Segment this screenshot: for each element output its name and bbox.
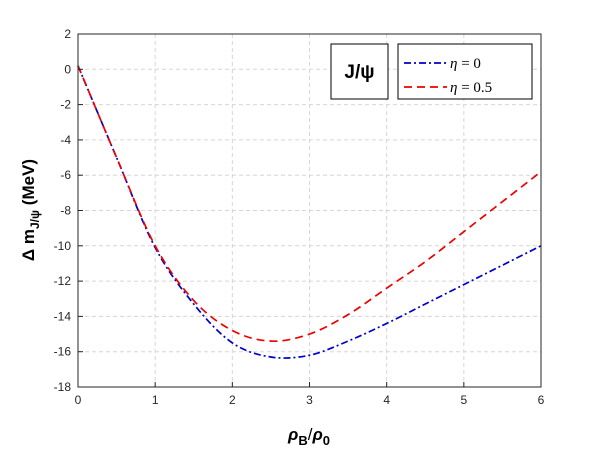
y-tick-label: -4 (60, 133, 71, 147)
x-tick-label: 1 (152, 393, 159, 407)
y-axis-label: Δ mJ/ψ (MeV) (19, 159, 42, 261)
x-tick-label: 0 (75, 393, 82, 407)
y-tick-label: 2 (64, 27, 71, 41)
annotation-box: J/ψ (330, 43, 389, 100)
y-tick-label: -12 (54, 274, 72, 288)
annotation-frame (330, 43, 389, 100)
y-tick-label: -16 (54, 345, 72, 359)
legend-symbol-eta-0: η (450, 56, 457, 72)
grid (78, 34, 541, 387)
legend-label-eta-05: η = 0.5 (450, 80, 492, 96)
y-tick-label: -10 (54, 239, 72, 253)
legend: η = 0 η = 0.5 (397, 43, 533, 100)
legend-label-eta-0: η = 0 (450, 56, 481, 72)
y-tick-label: -18 (54, 380, 72, 394)
x-tick-label: 4 (383, 393, 390, 407)
series-line-0 (77, 65, 542, 359)
x-tick-label: 5 (460, 393, 467, 407)
x-tick-label: 2 (229, 393, 236, 407)
series-layer (77, 65, 542, 359)
legend-rest-eta-0: = 0 (457, 56, 480, 72)
y-tick-label: -8 (60, 204, 71, 218)
y-tick-label: -2 (60, 98, 71, 112)
y-tick-label: 0 (64, 62, 71, 76)
x-tick-label: 6 (538, 393, 545, 407)
y-tick-label: -14 (54, 309, 72, 323)
legend-frame (397, 43, 533, 100)
legend-symbol-eta-05: η (450, 80, 457, 96)
x-tick-label: 3 (306, 393, 313, 407)
ticks: 0 1 2 3 4 5 6 2 0 -2 -4 -6 -8 -10 -12 -14 -16 -18 (54, 27, 545, 407)
annotation-label: J/ψ (344, 62, 374, 83)
y-tick-label: -6 (60, 168, 71, 182)
legend-rest-eta-05: = 0.5 (457, 80, 492, 96)
series-line-1 (77, 65, 542, 343)
x-axis-label: ρB/ρ0 (287, 425, 330, 448)
